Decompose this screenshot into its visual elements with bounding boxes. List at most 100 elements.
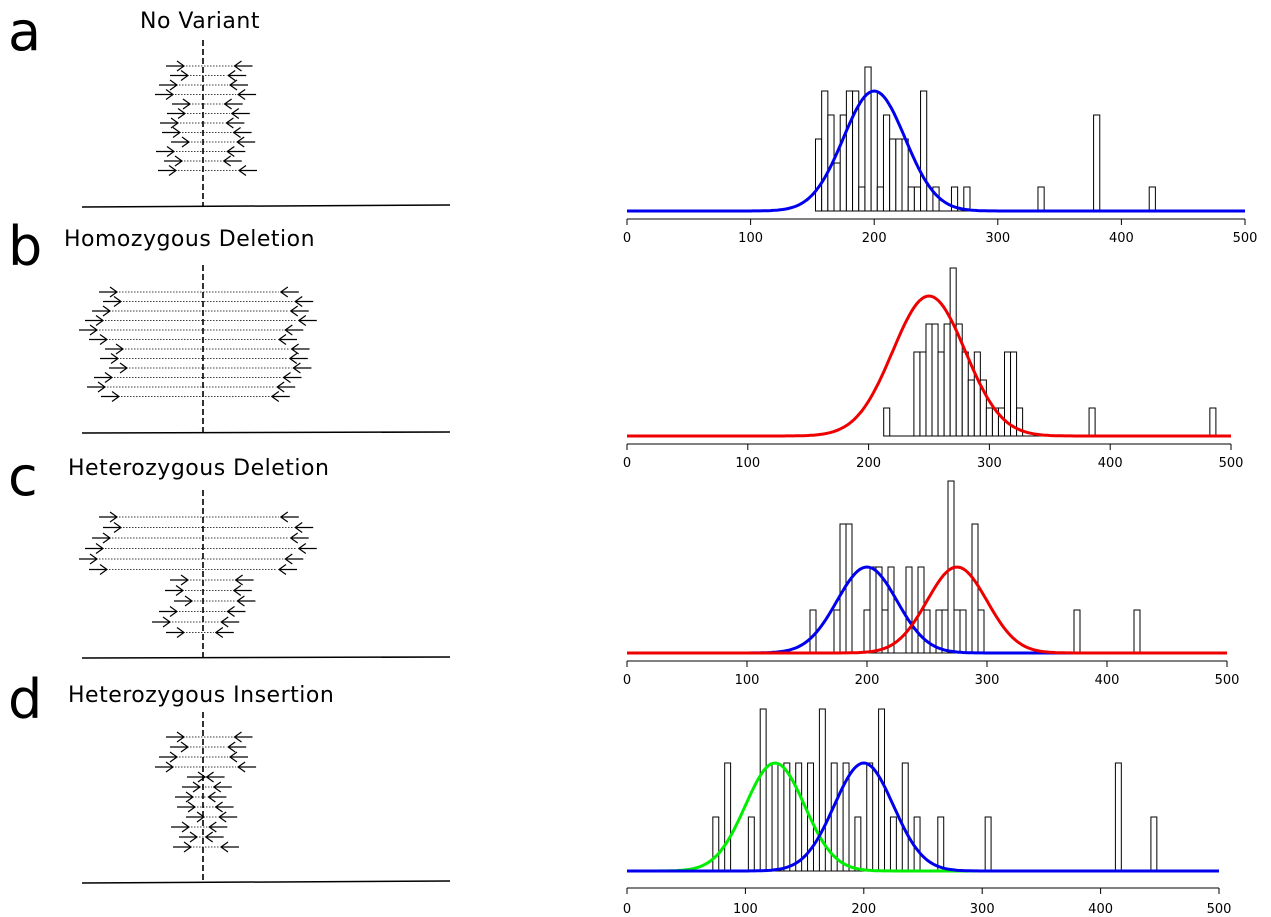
read-pair [182, 781, 232, 793]
forward-read-arrow [172, 98, 192, 110]
histogram-bar [973, 351, 981, 437]
forward-read-arrow [92, 305, 112, 317]
reverse-read-arrow [218, 811, 238, 823]
read-pair [103, 296, 314, 307]
read-pair [85, 543, 317, 554]
forward-read-arrow [159, 606, 179, 617]
forward-read-arrow [103, 522, 123, 533]
panel-letter: d [8, 668, 42, 731]
reverse-read-arrow [214, 801, 234, 813]
histogram-bar [895, 138, 903, 212]
histogram-bar [907, 186, 915, 212]
x-tick-label: 400 [1095, 673, 1120, 688]
panel-title: Heterozygous Insertion [68, 683, 334, 708]
x-tick-label: 500 [1219, 456, 1244, 471]
histogram-bar [889, 138, 897, 212]
histogram-bar [864, 66, 872, 212]
panel-a: a No Variant 0 100 200 300 400 500 [8, 0, 1257, 246]
forward-read-arrow [155, 89, 175, 100]
reverse-read-arrow [219, 841, 239, 853]
x-tick-label: 200 [851, 902, 876, 917]
read-pair [166, 731, 253, 743]
read-pair [155, 761, 257, 773]
reverse-read-arrow [227, 741, 247, 753]
forward-read-arrow [89, 564, 109, 575]
forward-read-arrow [162, 127, 182, 138]
reverse-read-arrow [289, 305, 309, 317]
histogram-bar [901, 138, 909, 212]
panel-title: No Variant [140, 9, 260, 34]
histogram-bar [889, 816, 897, 872]
forward-read-arrow [101, 391, 121, 402]
insert-size-histogram: 0 100 200 300 400 500 [623, 267, 1244, 471]
insert-size-histogram: 0 100 200 300 400 500 [623, 66, 1257, 246]
read-pairs [155, 60, 257, 176]
forward-read-arrow [186, 811, 206, 823]
read-pair [87, 381, 296, 393]
forward-read-arrow [187, 771, 207, 783]
forward-read-arrow [170, 70, 190, 81]
reverse-read-arrow [212, 781, 232, 793]
reference-genome-line [81, 431, 451, 434]
forward-read-arrow [175, 791, 195, 803]
x-tick-label: 100 [735, 673, 760, 688]
panel-letter: c [8, 445, 38, 508]
reverse-read-arrow [279, 511, 299, 523]
histogram-bar [953, 609, 961, 654]
histogram-bar [814, 138, 823, 212]
reverse-read-arrow [270, 391, 290, 402]
read-pair [100, 353, 308, 364]
histogram-bar [833, 162, 841, 212]
reverse-read-arrow [214, 627, 234, 638]
histogram-bar [845, 90, 854, 212]
x-tick-label: 300 [985, 231, 1010, 246]
forward-read-arrow [79, 324, 99, 336]
histogram-bar [925, 323, 933, 437]
read-pair [105, 343, 310, 355]
forward-read-arrow [166, 731, 186, 743]
histogram-bar [724, 762, 732, 872]
read-pair [165, 585, 252, 596]
histogram-bar [1088, 407, 1096, 437]
histogram-bar [858, 186, 866, 212]
read-pair [187, 771, 225, 783]
reverse-read-arrow [205, 771, 225, 783]
forward-read-arrow [165, 585, 185, 596]
reverse-read-arrow [294, 522, 314, 533]
forward-read-arrow [170, 741, 190, 753]
forward-read-arrow [170, 574, 190, 586]
reverse-read-arrow [223, 98, 243, 110]
forward-read-arrow [164, 155, 184, 167]
reverse-read-arrow [277, 564, 297, 575]
reverse-read-arrow [226, 606, 246, 617]
forward-read-arrow [92, 532, 112, 544]
read-pair [166, 60, 253, 72]
panel-title: Homozygous Deletion [64, 227, 315, 252]
read-pair [92, 532, 309, 544]
histogram-bar [833, 609, 841, 654]
histogram-bar [997, 407, 1006, 437]
reverse-read-arrow [230, 108, 250, 119]
reference-genome-line [81, 656, 451, 659]
histogram-bar [941, 609, 949, 654]
histogram-bar [913, 351, 921, 437]
forward-read-arrow [100, 353, 120, 364]
x-tick-label: 400 [1088, 902, 1113, 917]
read-pair [167, 108, 250, 119]
histogram-bar [931, 323, 939, 437]
panel-c: c Heterozygous Deletion 0 100 200 300 400 500 [8, 445, 1239, 688]
read-pair [103, 522, 314, 533]
read-pair [179, 831, 224, 843]
forward-read-arrow [174, 595, 194, 607]
read-pairs [79, 286, 317, 402]
histogram-bar [905, 566, 913, 654]
forward-read-arrow [159, 79, 179, 91]
reverse-read-arrow [225, 117, 245, 129]
forward-read-arrow [85, 315, 105, 326]
fitted-distribution-curve [627, 565, 1227, 655]
x-tick-label: 300 [977, 456, 1002, 471]
forward-read-arrow [173, 841, 193, 853]
read-pair [101, 391, 290, 402]
reverse-read-arrow [277, 334, 297, 345]
